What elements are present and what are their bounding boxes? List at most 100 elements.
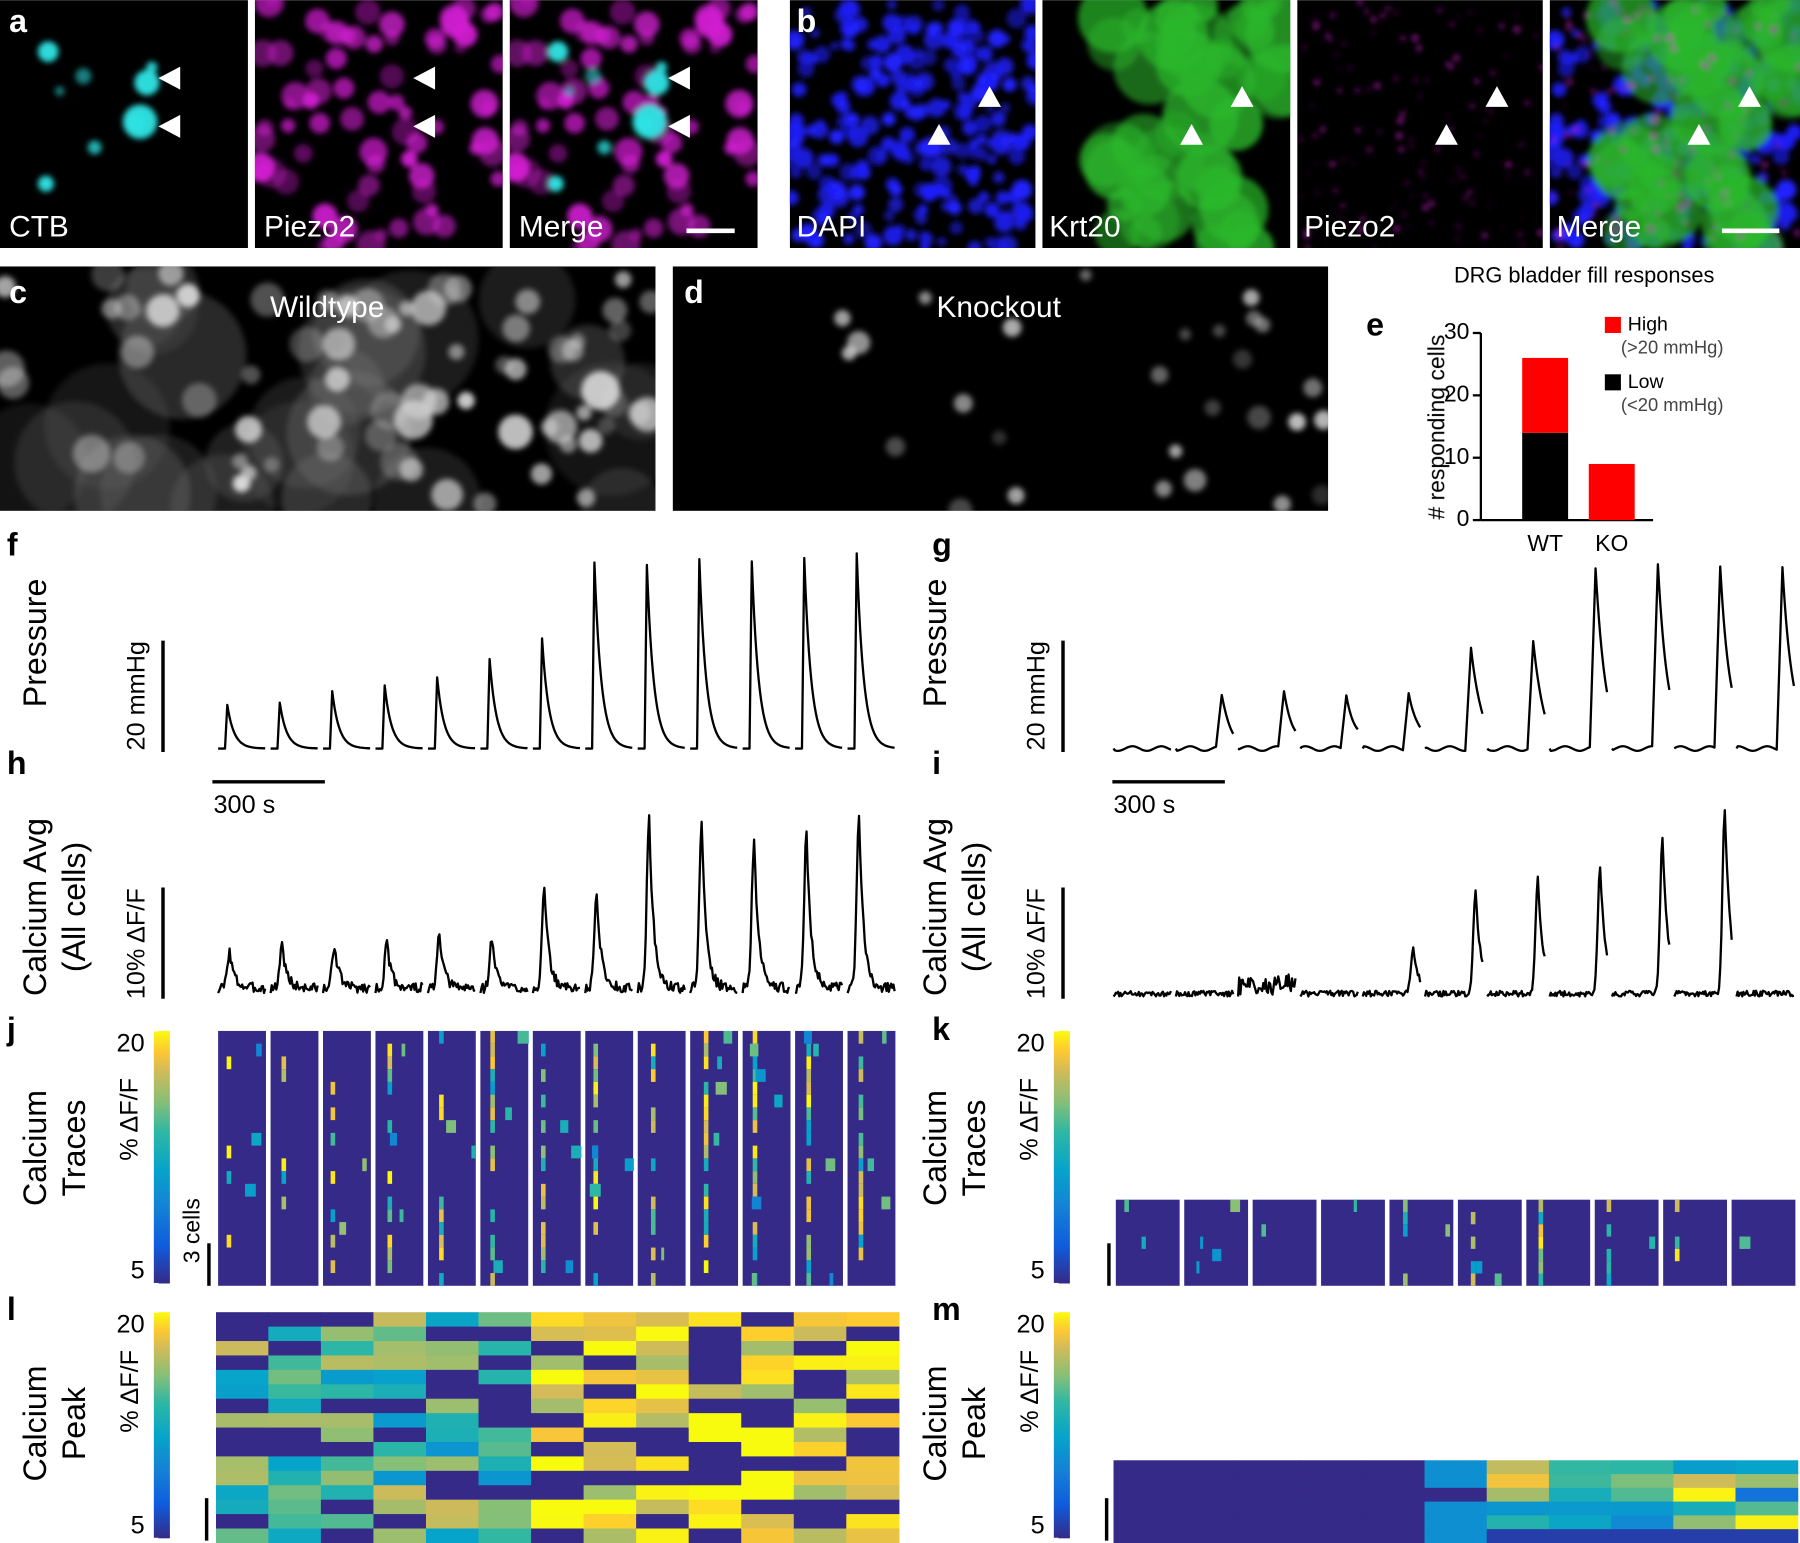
cell [1396,132,1403,139]
cell [1367,87,1371,91]
cell [806,164,822,180]
heatmap-cell [571,1145,582,1159]
heatmap-cell [846,1398,900,1414]
heatmap-cell [226,1145,232,1159]
heatmap-cell [583,1369,637,1385]
heatmap-cell [881,1196,891,1210]
cell [1437,8,1442,13]
colorbar [1053,1030,1070,1284]
heatmap-block [532,1030,581,1286]
heatmap-cell [688,1312,742,1328]
cell [1591,68,1594,71]
cell [1570,28,1581,38]
cell [1417,169,1424,176]
heatmap-cell [846,1384,900,1400]
heatmap-cell [268,1427,322,1443]
heatmap-cell [1673,1501,1737,1516]
cell [1608,88,1614,93]
cell [1425,78,1429,82]
cell [1730,152,1735,157]
cell [819,175,836,192]
heatmap-cell [858,1209,864,1223]
heatmap-cell [703,1107,709,1121]
scale-label: 3 cells [179,1198,205,1263]
heatmap-block [1457,1199,1522,1286]
cell [576,405,592,421]
heatmap-cell [478,1485,532,1501]
cell [126,113,145,132]
heatmap-cell [387,1247,393,1261]
heatmap-cell [752,1183,758,1197]
heatmap-cell [439,1030,444,1044]
heatmap-cell [1548,1515,1612,1530]
cell [72,434,111,473]
cell [919,156,934,171]
cell [1360,216,1366,222]
colorbar-tick-label: 20 [117,1311,145,1339]
cell [1651,117,1658,124]
heatmap-cell [373,1441,427,1457]
cell [919,232,934,247]
heatmap-cell [636,1441,690,1457]
cell [1448,64,1454,70]
heatmap-block [1389,1199,1454,1286]
heatmap-cell [373,1499,427,1515]
heatmap-cell [1486,1487,1550,1503]
heatmap-cell [215,1369,269,1385]
cell [355,0,381,25]
heatmap-cell [752,1234,758,1248]
cell [104,268,184,347]
cell [543,410,578,444]
heatmap-cell [320,1441,375,1457]
heatmap-cell [401,1043,406,1057]
cell [1229,225,1275,249]
cell [829,41,840,51]
cell [1595,157,1599,161]
cell [1775,201,1797,222]
heatmap-cell [752,1120,758,1133]
heatmap-cell [268,1499,322,1515]
heatmap-cell [1735,1474,1799,1489]
heatmap-cell [741,1413,795,1429]
cell [1332,187,1339,194]
cell [1024,24,1036,41]
cell [609,0,636,25]
cell [134,70,160,96]
colorbar-label: % ΔF/F [1016,1078,1044,1161]
cell [1649,11,1653,15]
row-label: Peak [956,1386,992,1460]
heatmap-cell [593,1094,599,1108]
heatmap-cell [1113,1501,1177,1516]
heatmap-cell [1424,1460,1488,1475]
heatmap-cell [1141,1236,1146,1249]
cell [1380,13,1386,19]
heatmap-cell [215,1441,269,1457]
cell [1314,163,1318,166]
heatmap-cell [593,1043,599,1057]
heatmap-cell [425,1427,480,1443]
cell [1483,119,1488,124]
scale-label: 10% ΔF/F [1023,888,1051,999]
cell [1524,169,1531,176]
heatmap-cell [713,1132,720,1146]
cell [1002,318,1022,337]
heatmap-cell [858,1171,864,1184]
heatmap-cell [583,1456,637,1472]
heatmap-cell [650,1043,656,1057]
heatmap-cell [478,1441,532,1457]
heatmap-cell [1674,1248,1680,1262]
heatmap-cell [425,1326,480,1342]
microscopy-image [0,0,248,249]
heatmap-cell [490,1120,495,1133]
heatmap-cell [541,1247,546,1261]
cell [1501,227,1504,231]
heatmap-cell [1611,1515,1674,1530]
cell [1330,161,1336,167]
cell [1561,7,1572,18]
heatmap-cell [1606,1261,1612,1274]
heatmap-cell [793,1528,847,1543]
cell [1453,54,1460,61]
cell [957,55,978,76]
heatmap-cell [636,1485,690,1501]
heatmap-cell [846,1470,900,1486]
